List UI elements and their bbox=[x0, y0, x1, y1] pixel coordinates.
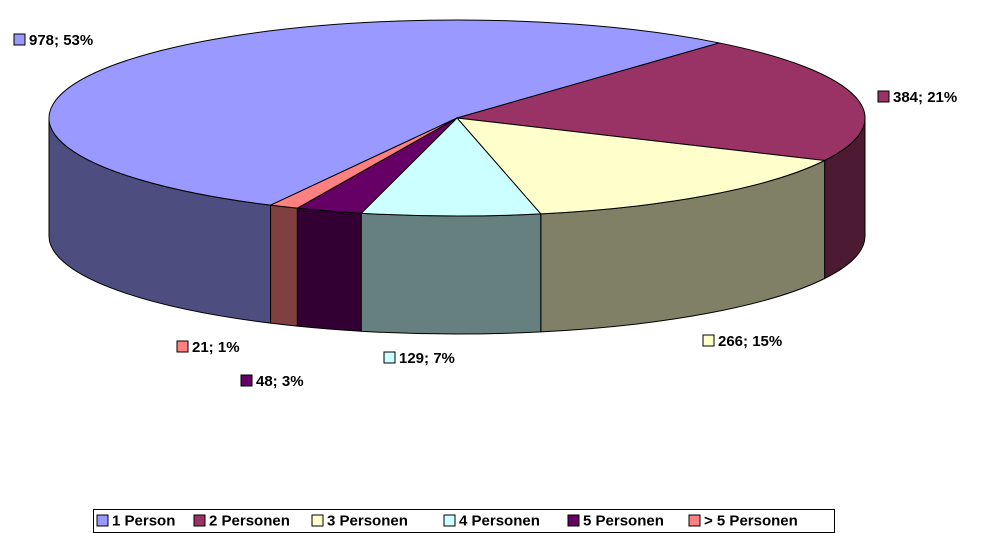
data-label: 266; 15% bbox=[718, 333, 782, 350]
legend-label: 4 Personen bbox=[459, 512, 540, 529]
slice bbox=[455, 117, 827, 215]
legend-key bbox=[193, 514, 206, 527]
legend-key bbox=[688, 514, 701, 527]
legend-key bbox=[96, 514, 109, 527]
label-key bbox=[383, 351, 396, 364]
legend-label: > 5 Personen bbox=[704, 512, 798, 529]
data-label: 384; 21% bbox=[893, 89, 957, 106]
label-key bbox=[702, 334, 715, 347]
slice-side bbox=[270, 204, 298, 327]
slice bbox=[360, 117, 542, 217]
slice bbox=[48, 19, 720, 206]
slice bbox=[456, 42, 866, 162]
data-label: 129; 7% bbox=[399, 350, 455, 367]
slice-side bbox=[360, 212, 542, 335]
data-label: 978; 53% bbox=[29, 32, 93, 49]
label-key bbox=[877, 90, 890, 103]
data-label: 48; 3% bbox=[256, 373, 304, 390]
legend-label: 1 Person bbox=[112, 512, 175, 529]
legend-label: 2 Personen bbox=[209, 512, 290, 529]
label-key bbox=[13, 33, 26, 46]
legend-label: 5 Personen bbox=[583, 512, 664, 529]
legend-key bbox=[443, 514, 456, 527]
legend-key bbox=[311, 514, 324, 527]
legend-label: 3 Personen bbox=[327, 512, 408, 529]
data-label: 21; 1% bbox=[192, 339, 240, 356]
legend-key bbox=[567, 514, 580, 527]
label-key bbox=[240, 374, 253, 387]
slice-side bbox=[296, 207, 362, 332]
slice bbox=[268, 117, 458, 209]
label-key bbox=[176, 340, 189, 353]
